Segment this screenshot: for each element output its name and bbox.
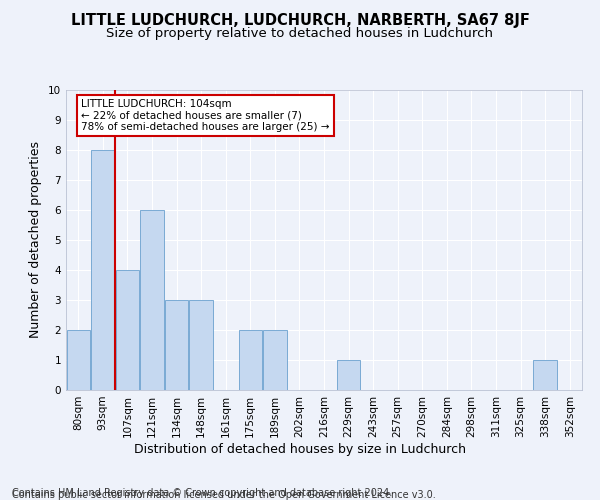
Text: Contains HM Land Registry data © Crown copyright and database right 2024.: Contains HM Land Registry data © Crown c… xyxy=(12,488,392,498)
Text: Distribution of detached houses by size in Ludchurch: Distribution of detached houses by size … xyxy=(134,442,466,456)
Bar xyxy=(67,330,90,390)
Text: Contains public sector information licensed under the Open Government Licence v3: Contains public sector information licen… xyxy=(12,490,436,500)
Bar xyxy=(91,150,115,390)
Bar xyxy=(190,300,213,390)
Bar xyxy=(263,330,287,390)
Bar xyxy=(116,270,139,390)
Text: LITTLE LUDCHURCH, LUDCHURCH, NARBERTH, SA67 8JF: LITTLE LUDCHURCH, LUDCHURCH, NARBERTH, S… xyxy=(71,12,529,28)
Bar xyxy=(165,300,188,390)
Text: LITTLE LUDCHURCH: 104sqm
← 22% of detached houses are smaller (7)
78% of semi-de: LITTLE LUDCHURCH: 104sqm ← 22% of detach… xyxy=(82,99,330,132)
Bar xyxy=(533,360,557,390)
Bar xyxy=(239,330,262,390)
Bar xyxy=(337,360,360,390)
Y-axis label: Number of detached properties: Number of detached properties xyxy=(29,142,43,338)
Bar xyxy=(140,210,164,390)
Text: Size of property relative to detached houses in Ludchurch: Size of property relative to detached ho… xyxy=(107,28,493,40)
